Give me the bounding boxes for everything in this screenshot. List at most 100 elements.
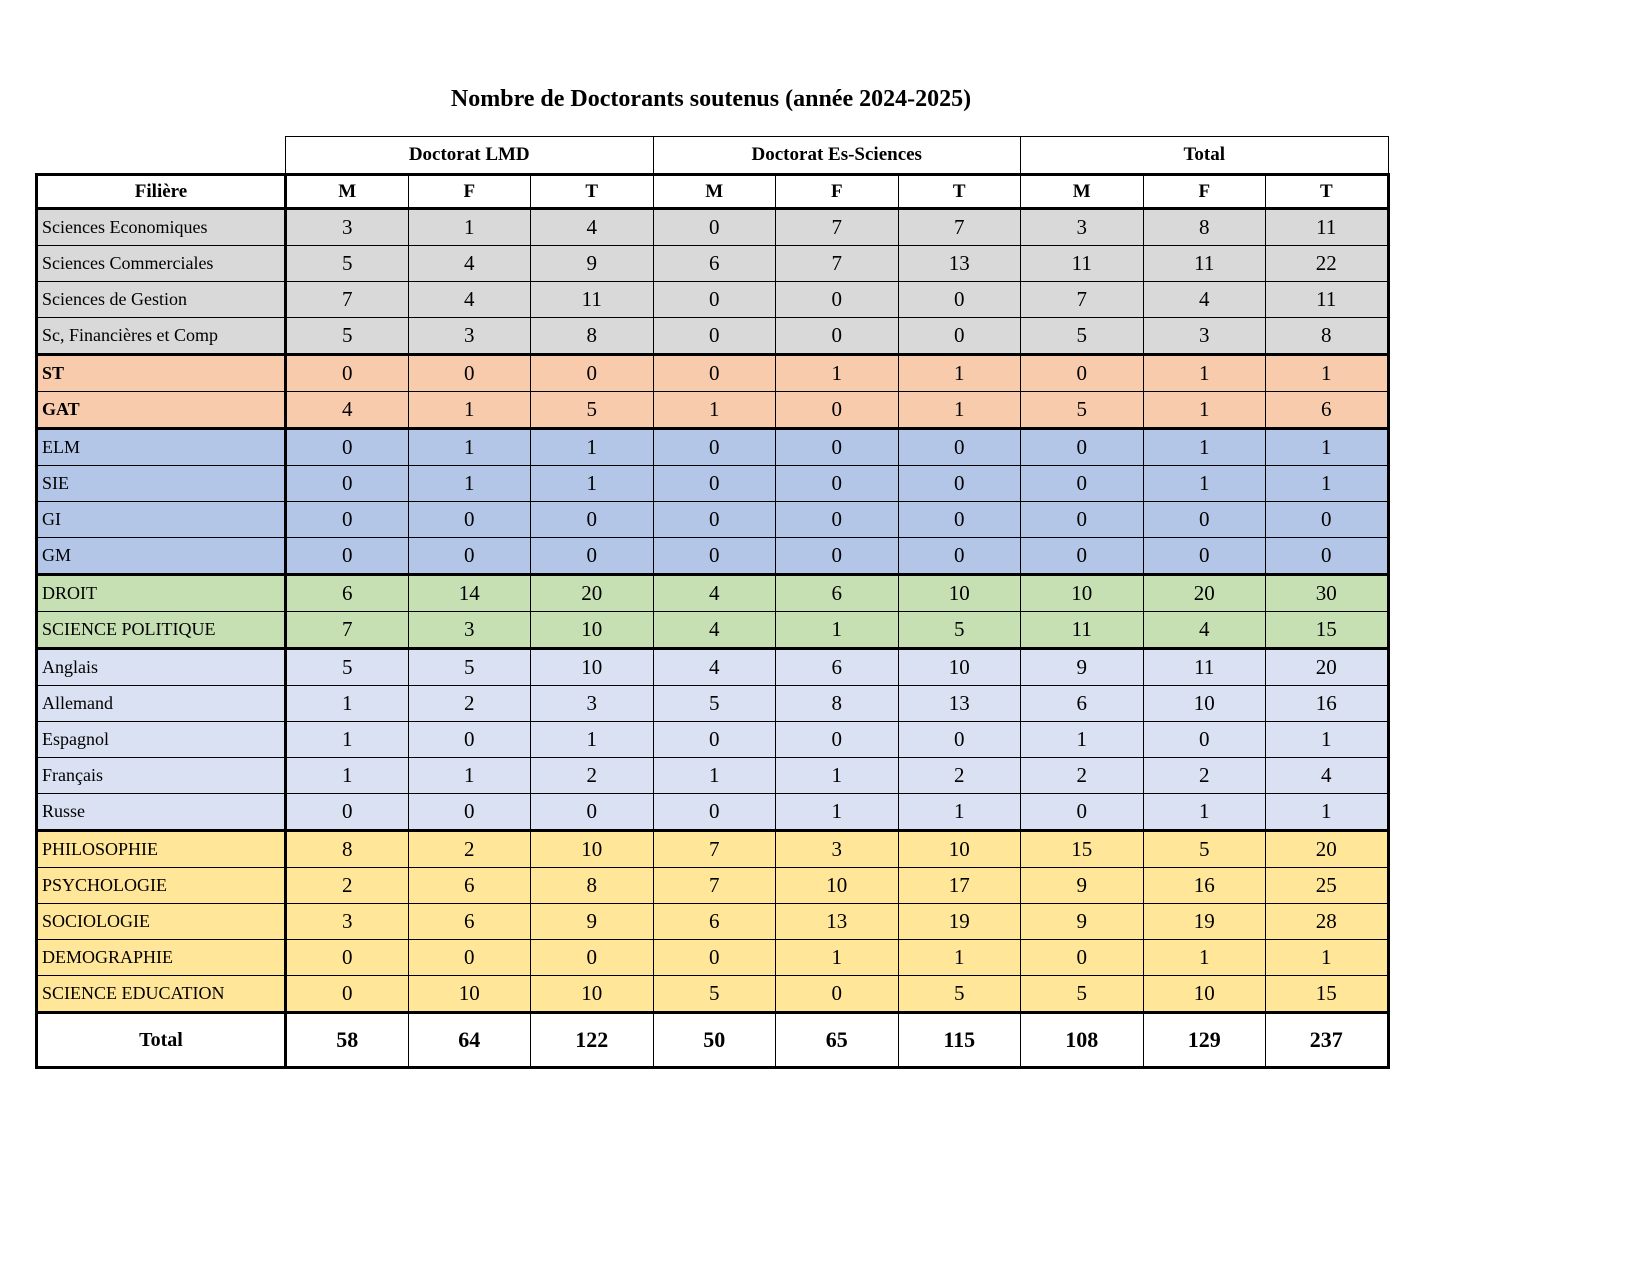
value-cell: 0 — [407, 501, 531, 538]
value-cell: 0 — [775, 391, 899, 430]
value-cell: 25 — [1265, 867, 1390, 904]
corner-cell — [37, 137, 286, 175]
value-cell: 2 — [1020, 757, 1144, 794]
value-cell: 6 — [775, 574, 899, 612]
total-value-cell: 115 — [897, 1012, 1022, 1069]
row-label-cell: GI — [35, 501, 287, 538]
value-cell: 1 — [530, 721, 654, 758]
value-cell: 0 — [897, 281, 1022, 318]
value-cell: 2 — [530, 757, 654, 794]
value-cell: 5 — [285, 317, 409, 356]
value-cell: 6 — [1265, 391, 1390, 430]
row-label-cell: DROIT — [35, 574, 287, 612]
value-cell: 0 — [652, 721, 776, 758]
value-cell: 11 — [1265, 281, 1390, 318]
value-cell: 10 — [897, 574, 1022, 612]
value-cell: 0 — [775, 428, 899, 466]
value-cell: 10 — [775, 867, 899, 904]
value-cell: 0 — [1020, 501, 1144, 538]
value-cell: 0 — [1020, 939, 1144, 976]
value-cell: 1 — [897, 391, 1022, 430]
table-row: Sciences Economiques 3 1 4 0 7 7 3 8 11 — [35, 208, 1390, 246]
value-cell: 4 — [1142, 611, 1267, 650]
row-label-cell: SIE — [35, 465, 287, 502]
row-label-cell: PHILOSOPHIE — [35, 830, 287, 868]
value-cell: 1 — [1142, 391, 1267, 430]
total-value-cell: 108 — [1020, 1012, 1144, 1069]
value-cell: 1 — [1142, 793, 1267, 832]
value-cell: 8 — [530, 867, 654, 904]
value-cell: 3 — [285, 208, 409, 246]
value-cell: 10 — [530, 830, 654, 868]
value-cell: 0 — [775, 975, 899, 1014]
value-cell: 6 — [652, 903, 776, 940]
total-value-cell: 50 — [652, 1012, 776, 1069]
table-row: DROIT 6 14 20 4 6 10 10 20 30 — [35, 574, 1390, 612]
value-cell: 7 — [652, 830, 776, 868]
value-cell: 1 — [1020, 721, 1144, 758]
value-cell: 0 — [775, 501, 899, 538]
row-label-cell: DEMOGRAPHIE — [35, 939, 287, 976]
value-cell: 1 — [1265, 721, 1390, 758]
value-cell: 0 — [1142, 501, 1267, 538]
value-cell: 5 — [1020, 317, 1144, 356]
row-label-cell: Allemand — [35, 685, 287, 722]
value-cell: 11 — [1142, 245, 1267, 282]
subheader-es-m: M — [652, 173, 776, 210]
doctorants-table: Doctorat LMD Doctorat Es-Sciences Total … — [35, 136, 1390, 1069]
table-row: ST 0 0 0 0 1 1 0 1 1 — [35, 354, 1390, 392]
value-cell: 6 — [285, 574, 409, 612]
value-cell: 7 — [285, 611, 409, 650]
value-cell: 4 — [652, 611, 776, 650]
value-cell: 1 — [407, 757, 531, 794]
value-cell: 6 — [407, 903, 531, 940]
document-page: Nombre de Doctorants soutenus (année 202… — [35, 86, 1390, 1069]
row-label-cell: Anglais — [35, 648, 287, 686]
value-cell: 10 — [1020, 574, 1144, 612]
value-cell: 0 — [285, 354, 409, 392]
value-cell: 0 — [1142, 537, 1267, 576]
value-cell: 9 — [1020, 648, 1144, 686]
value-cell: 0 — [285, 975, 409, 1014]
value-cell: 7 — [1020, 281, 1144, 318]
subheader-total-f: F — [1142, 173, 1267, 210]
table-row: GI 0 0 0 0 0 0 0 0 0 — [35, 501, 1390, 538]
value-cell: 0 — [530, 354, 654, 392]
value-cell: 15 — [1265, 611, 1390, 650]
row-label-cell: SCIENCE EDUCATION — [35, 975, 287, 1014]
value-cell: 13 — [897, 245, 1022, 282]
table-row: DEMOGRAPHIE 0 0 0 0 1 1 0 1 1 — [35, 939, 1390, 976]
value-cell: 2 — [285, 867, 409, 904]
value-cell: 6 — [652, 245, 776, 282]
value-cell: 0 — [1020, 793, 1144, 832]
value-cell: 4 — [407, 245, 531, 282]
value-cell: 1 — [897, 354, 1022, 392]
value-cell: 8 — [1265, 317, 1390, 356]
value-cell: 1 — [652, 757, 776, 794]
value-cell: 0 — [897, 317, 1022, 356]
value-cell: 1 — [530, 428, 654, 466]
value-cell: 4 — [1265, 757, 1390, 794]
value-cell: 0 — [652, 793, 776, 832]
value-cell: 20 — [1142, 574, 1267, 612]
value-cell: 7 — [285, 281, 409, 318]
value-cell: 8 — [530, 317, 654, 356]
value-cell: 5 — [652, 685, 776, 722]
value-cell: 4 — [407, 281, 531, 318]
table-row: Français 1 1 2 1 1 2 2 2 4 — [35, 757, 1390, 794]
value-cell: 0 — [652, 939, 776, 976]
row-label-cell: Sciences de Gestion — [35, 281, 287, 318]
value-cell: 1 — [285, 685, 409, 722]
value-cell: 1 — [775, 354, 899, 392]
value-cell: 0 — [285, 793, 409, 832]
value-cell: 7 — [775, 245, 899, 282]
value-cell: 6 — [407, 867, 531, 904]
value-cell: 0 — [652, 354, 776, 392]
total-value-cell: 237 — [1265, 1012, 1390, 1069]
total-row: Total 58 64 122 50 65 115 108 129 237 — [35, 1012, 1390, 1069]
value-cell: 0 — [897, 537, 1022, 576]
subheader-lmd-m: M — [285, 173, 409, 210]
value-cell: 0 — [407, 793, 531, 832]
table-row: SCIENCE POLITIQUE 7 3 10 4 1 5 11 4 15 — [35, 611, 1390, 650]
value-cell: 19 — [1142, 903, 1267, 940]
